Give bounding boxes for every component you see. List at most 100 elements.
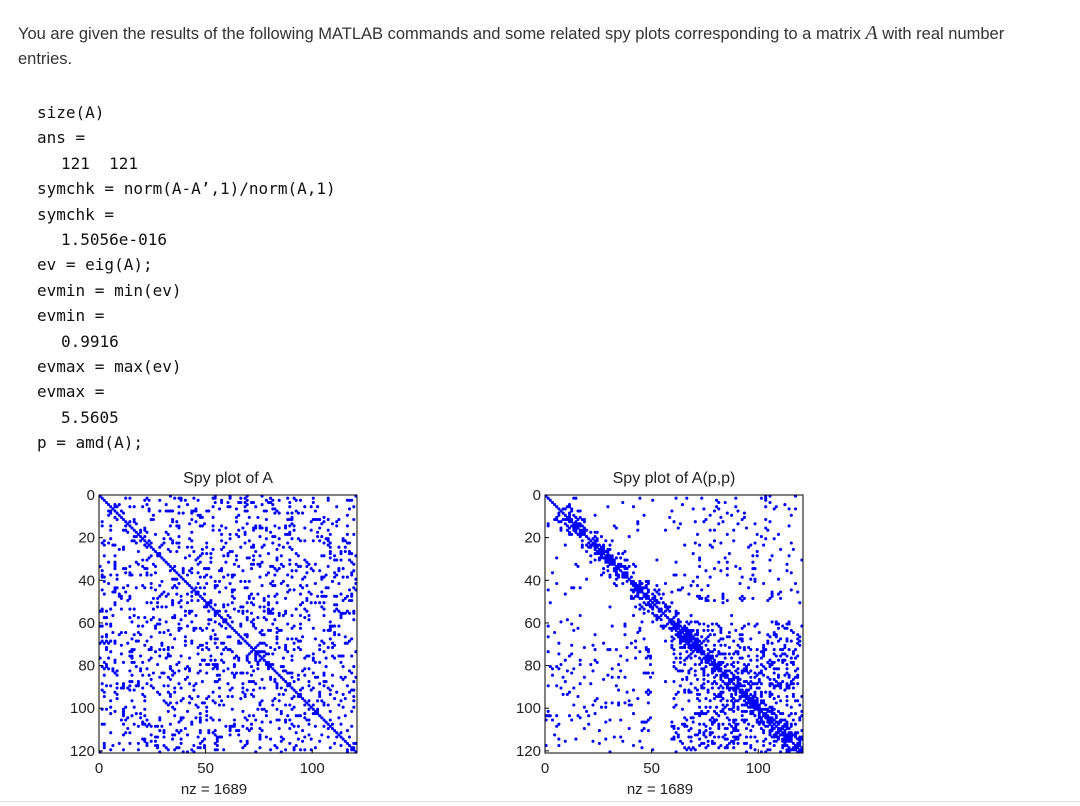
nonzero-marker: [779, 590, 783, 594]
nonzero-marker: [100, 569, 104, 573]
nonzero-marker: [648, 598, 653, 603]
nonzero-marker: [674, 633, 678, 637]
nonzero-marker: [762, 739, 766, 743]
nonzero-marker: [759, 671, 763, 675]
nonzero-marker: [785, 720, 789, 724]
nonzero-marker: [689, 726, 693, 731]
nonzero-marker: [232, 628, 236, 632]
nonzero-marker: [610, 675, 614, 679]
nonzero-marker: [124, 528, 128, 532]
nonzero-marker: [578, 613, 582, 618]
nonzero-marker: [749, 743, 753, 748]
nonzero-marker: [109, 528, 113, 532]
nonzero-marker: [593, 699, 597, 703]
nonzero-marker: [145, 724, 149, 728]
nonzero-marker: [700, 741, 704, 745]
nonzero-marker: [121, 545, 126, 549]
nonzero-marker: [179, 686, 183, 690]
nonzero-marker: [252, 648, 256, 652]
nonzero-marker: [685, 748, 689, 752]
nonzero-marker: [725, 598, 729, 603]
nonzero-marker: [217, 718, 222, 722]
nonzero-marker: [284, 703, 288, 707]
nonzero-marker: [631, 562, 636, 566]
nonzero-marker: [232, 665, 236, 669]
nonzero-marker: [128, 524, 132, 528]
nonzero-marker: [328, 688, 332, 692]
nonzero-marker: [764, 526, 768, 530]
nonzero-marker: [666, 622, 670, 626]
nonzero-marker: [347, 507, 352, 511]
nonzero-marker: [147, 543, 151, 547]
nonzero-marker: [604, 539, 608, 543]
nonzero-marker: [147, 658, 151, 662]
nonzero-marker: [614, 526, 618, 530]
nonzero-marker: [168, 524, 172, 528]
nonzero-marker: [234, 532, 239, 536]
nonzero-marker: [572, 686, 576, 690]
nonzero-marker: [294, 731, 298, 735]
nonzero-marker: [275, 641, 279, 645]
nonzero-marker: [239, 739, 243, 743]
nonzero-marker: [177, 545, 181, 549]
nonzero-marker: [320, 535, 324, 539]
nonzero-marker: [772, 684, 776, 688]
nonzero-marker: [785, 726, 789, 731]
nonzero-marker: [689, 652, 693, 656]
nonzero-marker: [555, 581, 559, 586]
nonzero-marker: [779, 637, 783, 641]
nonzero-marker: [680, 741, 685, 745]
nonzero-marker: [768, 733, 772, 737]
nonzero-marker: [672, 616, 676, 620]
nonzero-marker: [648, 675, 653, 679]
nonzero-marker: [232, 588, 236, 592]
nonzero-marker: [269, 748, 273, 752]
nonzero-marker: [670, 622, 674, 626]
nonzero-marker: [119, 643, 123, 647]
nonzero-marker: [712, 667, 717, 671]
nonzero-marker: [171, 737, 175, 741]
nonzero-marker: [273, 743, 277, 748]
nonzero-marker: [107, 667, 111, 671]
plot-title: Spy plot of A: [183, 470, 273, 487]
nonzero-marker: [124, 718, 128, 722]
nonzero-marker: [762, 581, 766, 586]
nonzero-marker: [220, 498, 224, 502]
nonzero-marker: [316, 675, 320, 679]
nonzero-marker: [580, 545, 584, 549]
nonzero-marker: [177, 720, 181, 724]
nonzero-marker: [286, 584, 290, 588]
nonzero-marker: [783, 652, 787, 656]
nonzero-marker: [789, 739, 793, 743]
nonzero-marker: [570, 652, 574, 656]
nonzero-marker: [200, 628, 204, 632]
nonzero-marker: [798, 643, 802, 647]
nonzero-marker: [768, 731, 772, 735]
nonzero-marker: [674, 560, 678, 564]
nonzero-marker: [550, 667, 555, 671]
nonzero-marker: [691, 720, 695, 724]
nonzero-marker: [232, 573, 236, 577]
nonzero-marker: [326, 703, 330, 707]
nonzero-marker: [245, 641, 249, 645]
nonzero-marker: [751, 554, 755, 558]
bottom-divider: [0, 801, 1080, 802]
nonzero-marker: [211, 547, 215, 551]
nonzero-marker: [606, 558, 610, 562]
nonzero-marker: [294, 552, 298, 556]
nonzero-marker: [791, 718, 795, 722]
nonzero-marker: [708, 726, 712, 731]
nonzero-marker: [553, 630, 557, 635]
x-tick-label: 50: [197, 760, 214, 777]
nonzero-marker: [143, 699, 147, 703]
nonzero-marker: [162, 590, 166, 594]
nonzero-marker: [160, 579, 164, 583]
nonzero-marker: [604, 737, 608, 741]
nonzero-marker: [770, 590, 774, 594]
nonzero-marker: [732, 660, 736, 664]
nonzero-marker: [755, 549, 759, 554]
nonzero-marker: [198, 669, 202, 673]
nonzero-marker: [183, 613, 187, 618]
nonzero-marker: [256, 667, 260, 671]
nonzero-marker: [557, 507, 561, 511]
